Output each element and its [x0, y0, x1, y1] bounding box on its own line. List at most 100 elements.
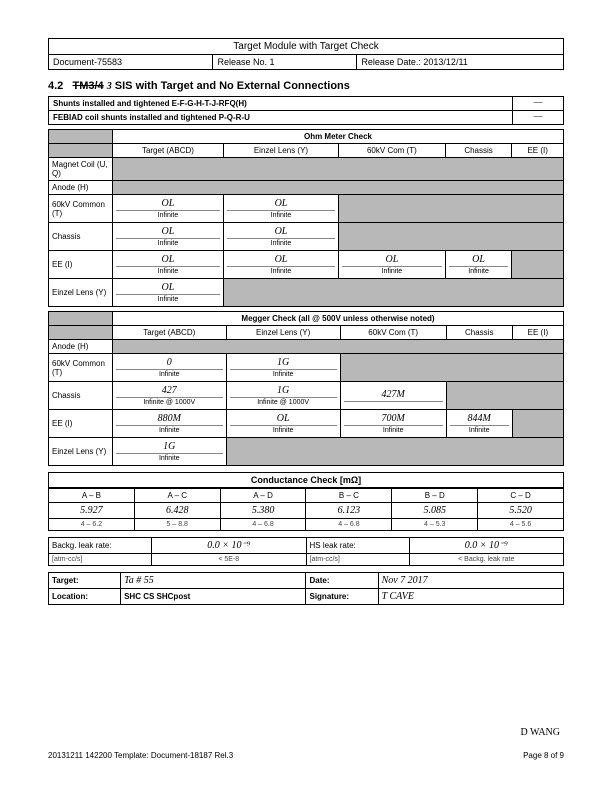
section-num: 4.2: [48, 80, 63, 92]
header-box: Target Module with Target Check Document…: [48, 38, 564, 70]
cond-s4: 4 – 5.3: [392, 519, 478, 531]
ohm-row-einzel: Einzel Lens (Y): [49, 279, 113, 307]
cond-v5: 5.520: [478, 503, 564, 519]
cond-v4: 5.085: [392, 503, 478, 519]
leak-bg-lbl: Backg. leak rate:: [49, 538, 152, 554]
meg-ee-0: 880M: [116, 412, 223, 426]
sig-lbl: Signature:: [306, 589, 378, 605]
leak-bg-val: 0.0 × 10⁻⁹: [152, 538, 307, 554]
shunt-b-label: FEBIAD coil shunts installed and tighten…: [49, 111, 513, 124]
meg-ez-0: 1G: [116, 440, 223, 454]
ohm-kv-0: OL: [116, 197, 220, 211]
meg-kv-0: 0: [116, 356, 223, 370]
cond-s0: 4 – 6.2: [49, 519, 135, 531]
cond-title: Conductance Check [mΩ]: [48, 472, 564, 488]
ohm-ee-2: OL: [342, 253, 442, 267]
meg-ee-3: 844M: [450, 412, 509, 426]
shunt-row-b: FEBIAD coil shunts installed and tighten…: [48, 111, 564, 125]
leak-hs-unit: [atm-cc/s]: [306, 554, 409, 566]
cond-s3: 4 – 6.8: [306, 519, 392, 531]
meg-row-einzel: Einzel Lens (Y): [49, 438, 113, 466]
ohm-kv-1: OL: [227, 197, 335, 211]
ohm-ch-0: OL: [116, 225, 220, 239]
leak-hs-lim: < Backg. leak rate: [409, 554, 564, 566]
shunt-a-mark: —: [513, 97, 563, 110]
meg-col-0: Target (ABCD): [113, 326, 227, 340]
cond-c4: B – D: [392, 489, 478, 503]
target-val: Ta # 55: [121, 573, 306, 589]
meg-row-kv: 60kV Common (T): [49, 354, 113, 382]
cond-v1: 6.428: [134, 503, 220, 519]
meg-row-chassis: Chassis: [49, 382, 113, 410]
ohm-row-magnet: Magnet Coil (U, Q): [49, 158, 113, 181]
leak-bg-unit: [atm-cc/s]: [49, 554, 152, 566]
loc-lbl: Location:: [49, 589, 121, 605]
meg-col-4: EE (I): [512, 326, 563, 340]
meg-row-ee: EE (I): [49, 410, 113, 438]
leak-hs-lbl: HS leak rate:: [306, 538, 409, 554]
ohm-col-3: Chassis: [445, 144, 512, 158]
date-val: Nov 7 2017: [378, 573, 563, 589]
section-new: 3: [107, 81, 112, 92]
footer: 20131211 142200 Template: Document-18187…: [48, 751, 564, 760]
meg-col-3: Chassis: [446, 326, 512, 340]
cond-v0: 5.927: [49, 503, 135, 519]
meg-ch-2: 427M: [344, 388, 443, 402]
ohm-ee-0: OL: [116, 253, 220, 267]
ohm-col-1: Einzel Lens (Y): [223, 144, 338, 158]
ohm-ee-1: OL: [227, 253, 335, 267]
ohm-ez-0: OL: [116, 281, 220, 295]
target-lbl: Target:: [49, 573, 121, 589]
meg-ee-2: 700M: [344, 412, 443, 426]
meg-row-anode: Anode (H): [49, 340, 113, 354]
meg-kv-1: 1G: [230, 356, 337, 370]
ohm-ee-3: OL: [449, 253, 509, 267]
cond-c1: A – C: [134, 489, 220, 503]
leak-hs-val: 0.0 × 10⁻⁹: [409, 538, 564, 554]
cond-c3: B – C: [306, 489, 392, 503]
ohm-col-0: Target (ABCD): [113, 144, 224, 158]
section-rest: SIS with Target and No External Connecti…: [115, 80, 350, 92]
shunt-row-a: Shunts installed and tightened E-F-G-H-T…: [48, 96, 564, 111]
cond-c5: C – D: [478, 489, 564, 503]
sig-val: T CAVE: [378, 589, 563, 605]
megger-table: Megger Check (all @ 500V unless otherwis…: [48, 311, 564, 466]
meg-col-2: 60kV Com (T): [340, 326, 446, 340]
release-date: Release Date.: 2013/12/11: [357, 55, 563, 69]
ohm-ch-1: OL: [227, 225, 335, 239]
leak-table: Backg. leak rate: 0.0 × 10⁻⁹ HS leak rat…: [48, 537, 564, 566]
cond-c2: A – D: [220, 489, 306, 503]
cond-table: A – B A – C A – D B – C B – D C – D 5.92…: [48, 488, 564, 531]
ohm-title: Ohm Meter Check: [113, 130, 564, 144]
cond-c0: A – B: [49, 489, 135, 503]
shunt-a-label: Shunts installed and tightened E-F-G-H-T…: [49, 97, 513, 110]
ohm-table: Ohm Meter Check Target (ABCD) Einzel Len…: [48, 129, 564, 307]
footer-tmpl: 20131211 142200 Template: Document-18187…: [48, 751, 233, 760]
release-no: Release No. 1: [213, 55, 357, 69]
sig-val2: D WANG: [520, 727, 560, 738]
footer-page: Page 8 of 9: [523, 751, 564, 760]
ohm-row-ee: EE (I): [49, 251, 113, 279]
meg-ch-1: 1G: [230, 384, 337, 398]
date-lbl: Date:: [306, 573, 378, 589]
ohm-col-4: EE (I): [512, 144, 564, 158]
sig-table: Target: Ta # 55 Date: Nov 7 2017 Locatio…: [48, 572, 564, 605]
meg-ee-1: OL: [230, 412, 337, 426]
ohm-row-kv: 60kV Common (T): [49, 195, 113, 223]
megger-title: Megger Check (all @ 500V unless otherwis…: [113, 312, 564, 326]
ohm-row-chassis: Chassis: [49, 223, 113, 251]
cond-v3: 6.123: [306, 503, 392, 519]
cond-s5: 4 – 5.6: [478, 519, 564, 531]
cond-s2: 4 – 6.8: [220, 519, 306, 531]
cond-s1: 5 – 8.8: [134, 519, 220, 531]
cond-v2: 5.380: [220, 503, 306, 519]
meg-ch-0: 427: [116, 384, 223, 398]
ohm-row-anode: Anode (H): [49, 181, 113, 195]
ohm-col-2: 60kV Com (T): [339, 144, 446, 158]
section-title: 4.2 TM3/4 3 SIS with Target and No Exter…: [48, 80, 564, 92]
doc-id: Document-75583: [49, 55, 213, 69]
loc-opts: SHC CS SHCpost: [121, 589, 306, 605]
meg-col-1: Einzel Lens (Y): [226, 326, 340, 340]
section-old: TM3/4: [72, 80, 103, 92]
header-title: Target Module with Target Check: [49, 39, 563, 55]
